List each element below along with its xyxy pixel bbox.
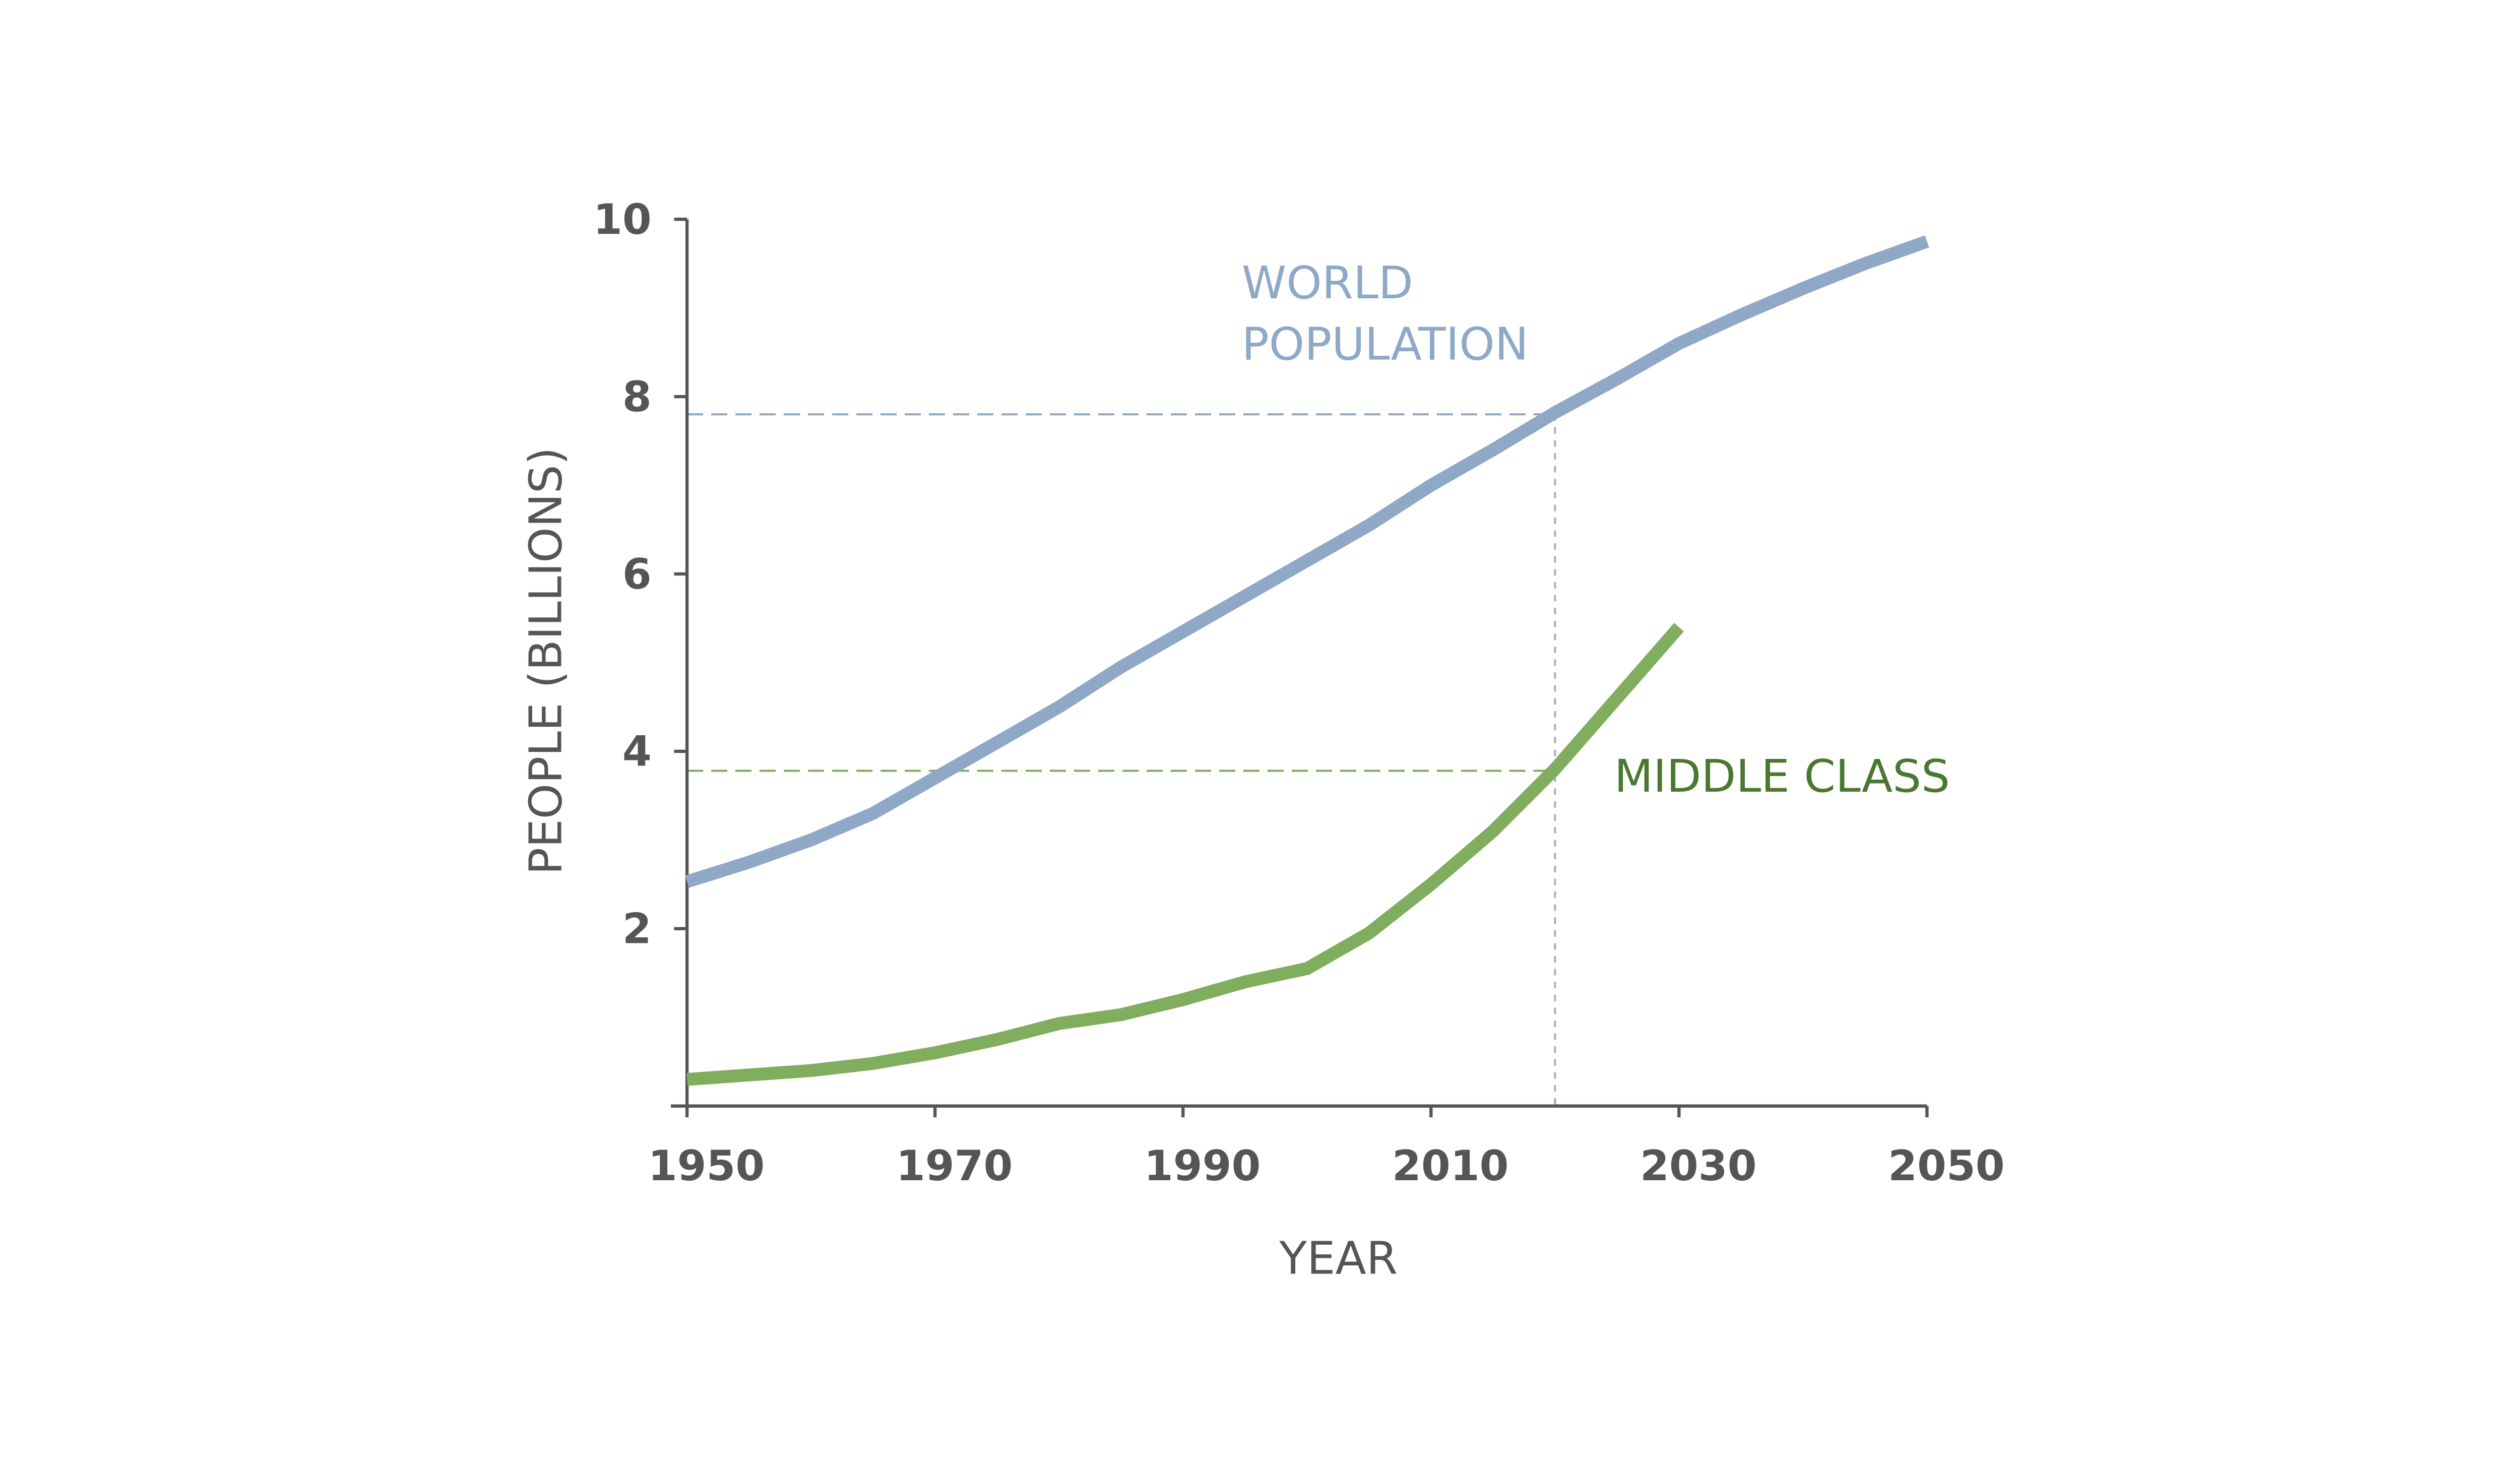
y-tick-label: 10 [593, 195, 652, 244]
series-label: WORLD POPULATION [1242, 257, 1529, 371]
x-tick-label: 1990 [1144, 1141, 1261, 1190]
line [686, 623, 1684, 1086]
x-axis-title: YEAR [1279, 1232, 1398, 1285]
x-tick-label: 2010 [1392, 1141, 1508, 1190]
y-axis-title: PEOPLE (BILLIONS) [520, 447, 573, 874]
label-line: WORLD [1242, 257, 1413, 309]
label-line: POPULATION [1242, 318, 1529, 370]
line [685, 235, 1929, 888]
y-tick-label: 8 [622, 372, 652, 421]
y-tick-label: 6 [622, 550, 652, 599]
x-tick-label: 1970 [896, 1141, 1013, 1190]
y-tick-label: 2 [622, 905, 652, 953]
series-label: MIDDLE CLASS [1614, 750, 1950, 803]
x-tick-label: 2030 [1640, 1141, 1756, 1190]
x-tick-label: 2050 [1888, 1141, 2004, 1190]
y-tick-label: 4 [622, 727, 652, 776]
x-tick-label: 1950 [648, 1141, 765, 1190]
